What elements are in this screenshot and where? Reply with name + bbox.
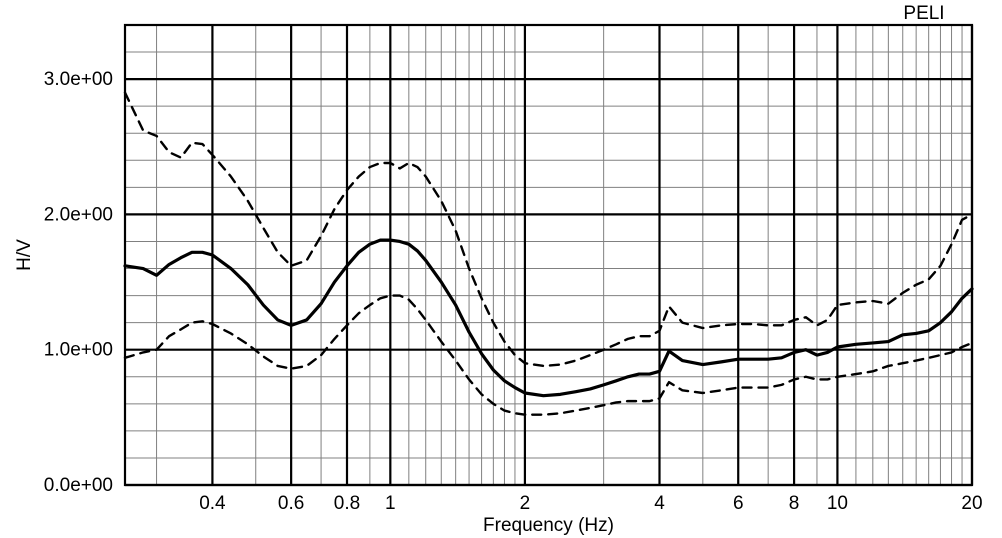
x-tick-label: 0.4 — [199, 493, 226, 514]
x-tick-label: 2 — [520, 493, 531, 514]
x-tick-label: 20 — [961, 493, 982, 514]
x-tick-label: 0.8 — [334, 493, 360, 514]
x-tick-label: 6 — [733, 493, 744, 514]
y-tick-label: 0.0e+00 — [44, 475, 113, 496]
x-tick-label: 8 — [789, 493, 800, 514]
y-tick-label: 1.0e+00 — [44, 340, 113, 361]
y-tick-label: 2.0e+00 — [44, 204, 113, 225]
x-tick-label: 1 — [385, 493, 396, 514]
y-tick-label: 3.0e+00 — [44, 69, 113, 90]
station-label: PELI — [903, 3, 944, 24]
x-axis-label: Frequency (Hz) — [483, 515, 614, 536]
x-tick-label: 10 — [827, 493, 848, 514]
y-axis-label: H/V — [14, 239, 35, 271]
x-tick-label: 0.6 — [278, 493, 304, 514]
chart-svg: 0.0e+00 1.0e+00 2.0e+00 3.0e+00 0.4 0.6 0.8 1 2 4… — [0, 0, 1002, 538]
hv-spectral-ratio-chart: 0.0e+00 1.0e+00 2.0e+00 3.0e+00 0.4 0.6 0.8 1 2 4… — [0, 0, 1002, 538]
x-tick-label: 4 — [654, 493, 665, 514]
